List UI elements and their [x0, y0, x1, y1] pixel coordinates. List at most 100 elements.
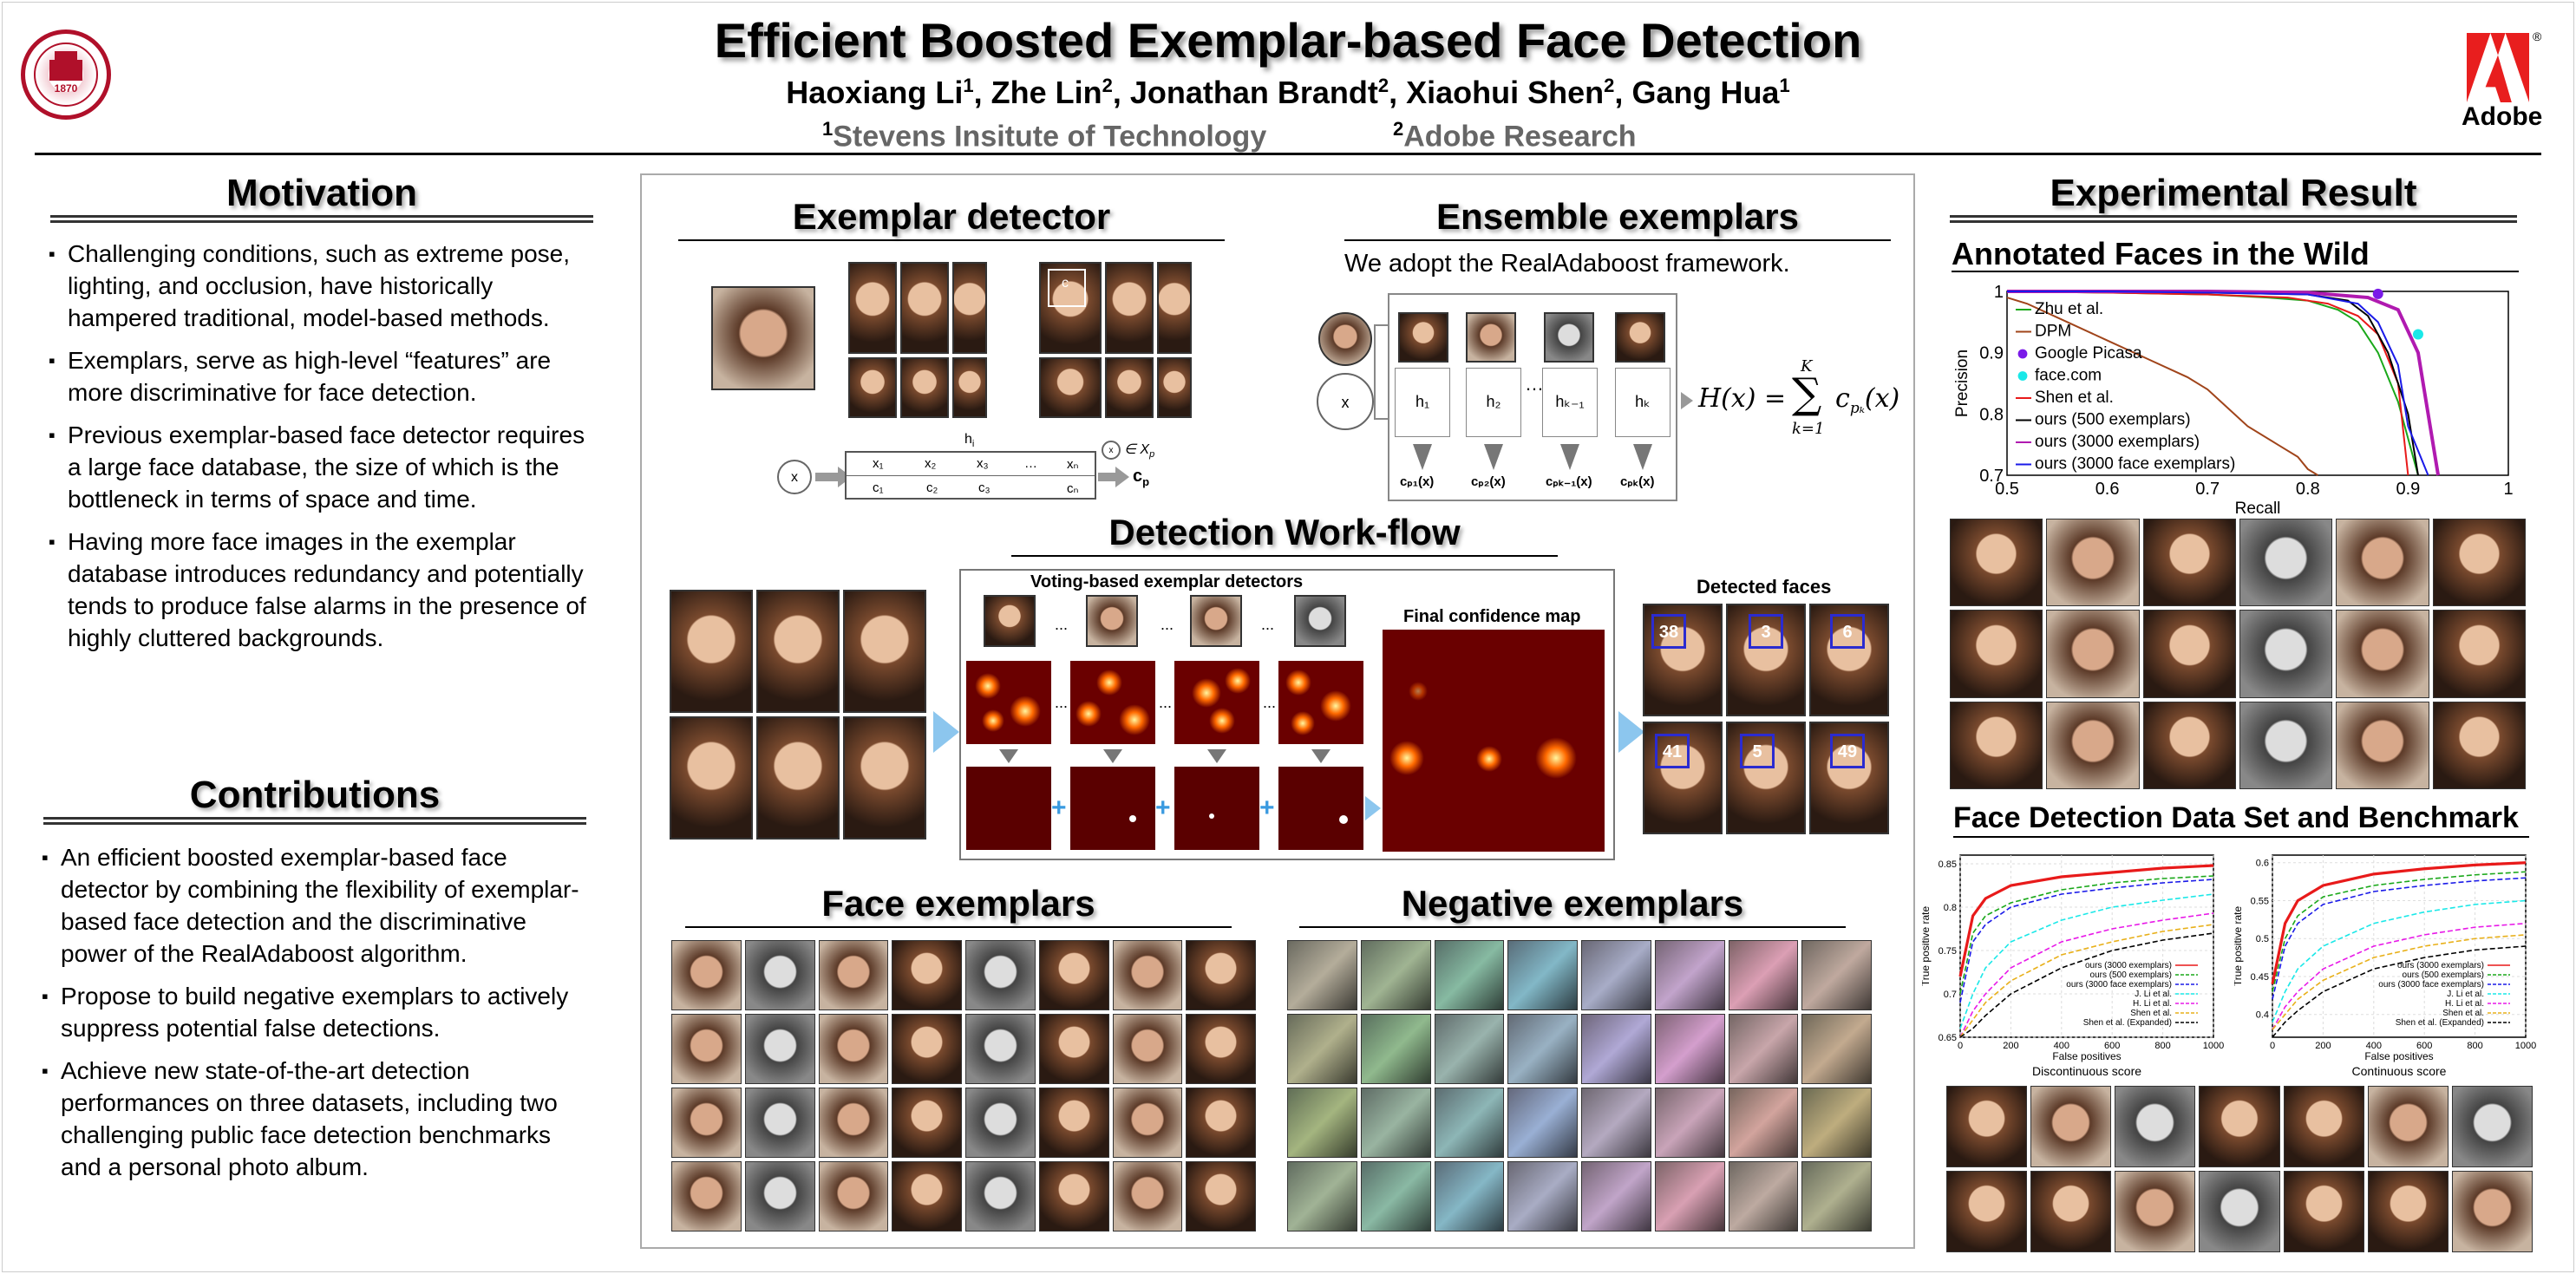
voting-map [1070, 661, 1155, 744]
afw-result-photo [2432, 701, 2526, 789]
author-name: Gang Hua [1631, 75, 1780, 110]
ensemble-input-x: x [1317, 373, 1374, 430]
negative-exemplar-image [1728, 1088, 1799, 1158]
negative-exemplar-image [1507, 1014, 1578, 1084]
fddb-result-photo [1946, 1086, 2028, 1167]
ellipsis: ... [1055, 694, 1069, 711]
fddb-result-photo [2367, 1086, 2449, 1167]
face-exemplars-grid [671, 940, 1256, 1232]
afw-result-photo [2142, 701, 2236, 789]
detection-count: 49 [1830, 734, 1865, 768]
x-tick-label: 800 [2467, 1041, 2482, 1051]
legend-entry: J. Li et al. [2447, 990, 2484, 999]
negative-exemplar-image [1728, 1161, 1799, 1232]
face-exemplar-image [892, 1088, 962, 1158]
fddb-continuous-chart: 0 200 400 600 800 1000 0.6 0.55 0.5 0.45 0.4 False … [2234, 854, 2536, 1078]
ellipsis: ... [1159, 694, 1173, 711]
face-exemplar-image [818, 1161, 889, 1232]
series-line [2272, 899, 2527, 1022]
afw-result-photo [2432, 610, 2526, 698]
legend-marker [2017, 349, 2028, 359]
output-cp-label: cp [1133, 467, 1150, 488]
detection-count: 5 [1740, 734, 1775, 768]
ensemble-exemplar-2 [1466, 312, 1516, 363]
face-exemplar-image [965, 940, 1036, 1010]
y-tick-label: 0.5 [2256, 934, 2269, 944]
voting-map [966, 661, 1051, 744]
legend-entry: Shen et al. [2442, 1009, 2484, 1018]
x-tick-label: 0.7 [2195, 480, 2220, 499]
bin-output-label: cₙ [1067, 481, 1079, 496]
face-exemplar-image [892, 1161, 962, 1232]
lookup-table-box: x₁ x₂ x₃ … xₙ c₁ c₂ c₃ cₙ [845, 451, 1096, 500]
results-rule [1950, 215, 2517, 223]
x-tick-label: 400 [2366, 1041, 2382, 1051]
negative-exemplar-image [1581, 940, 1651, 1010]
section-underline [1299, 926, 1846, 928]
face-exemplar-image [1112, 1014, 1183, 1084]
afw-result-photo [1950, 519, 2043, 607]
afw-result-photo [2336, 519, 2429, 607]
negative-exemplar-image [1360, 1088, 1431, 1158]
motivation-title: Motivation [226, 172, 417, 214]
flow-arrow-head [1681, 392, 1693, 409]
flow-arrow [815, 473, 841, 481]
legend-entry: Shen et al. [2130, 1009, 2172, 1018]
face-exemplar-image [1112, 1161, 1183, 1232]
final-map-title: Final confidence map [1403, 607, 1581, 626]
stevens-seal: 1870 [21, 29, 111, 120]
face-exemplar-image [1186, 1088, 1256, 1158]
fddb-title: Face Detection Data Set and Benchmark [1953, 801, 2519, 834]
legend-entry: ours (500 exemplars) [2090, 970, 2172, 980]
negative-exemplar-image [1434, 1014, 1505, 1084]
x-tick-label: 1000 [2515, 1041, 2536, 1051]
voting-map [1174, 661, 1259, 744]
face-exemplar-image [818, 940, 889, 1010]
series-marker [2372, 288, 2383, 299]
negative-exemplar-image [1801, 1014, 1872, 1084]
legend-entry: Shen et al. (Expanded) [2083, 1018, 2172, 1028]
legend-entry: ours (3000 face exemplars) [2035, 455, 2235, 474]
detection-count: 3 [1749, 614, 1783, 649]
experimental-result-title: Experimental Result [2050, 172, 2417, 214]
afw-result-photo [2046, 701, 2140, 789]
x-tick-label: 0 [1958, 1041, 1963, 1051]
y-tick-label: 0.7 [1979, 467, 2004, 486]
afw-result-photo [1950, 610, 2043, 698]
fddb-result-photo [2115, 1086, 2196, 1167]
seal-year: 1870 [54, 82, 78, 95]
series-line [1959, 924, 2214, 1038]
negative-exemplar-image [1507, 1088, 1578, 1158]
y-tick-label: 0.75 [1939, 946, 1957, 957]
fddb-result-photo [2451, 1086, 2533, 1167]
negative-exemplar-image [1507, 940, 1578, 1010]
series-marker [2412, 329, 2423, 340]
series-line [2272, 945, 2527, 1038]
ensemble-exemplar-1 [1398, 312, 1448, 363]
list-item: Challenging conditions, such as extreme … [42, 238, 597, 334]
face-exemplar-image [965, 1014, 1036, 1084]
afw-result-photo [2239, 519, 2333, 607]
middle-panel [640, 173, 1915, 1249]
afw-result-photo [2142, 610, 2236, 698]
section-underline [1952, 271, 2519, 272]
fddb-result-photo [2030, 1171, 2112, 1252]
down-arrow [1103, 749, 1122, 763]
negative-exemplar-image [1728, 940, 1799, 1010]
afw-result-photo [2432, 519, 2526, 607]
legend-entry: ours (3000 face exemplars) [2378, 980, 2484, 990]
hi-label: hi [964, 432, 975, 450]
face-exemplar-image [1038, 1161, 1109, 1232]
membership-label: ∈ Xp [1124, 442, 1155, 461]
section-underline [1011, 555, 1558, 557]
negative-exemplar-image [1507, 1161, 1578, 1232]
voting-exemplar [1086, 595, 1138, 647]
negative-exemplar-image [1287, 1161, 1357, 1232]
legend-entry: Google Picasa [2035, 344, 2142, 363]
face-exemplar-image [965, 1161, 1036, 1232]
contributions-title: Contributions [189, 774, 441, 816]
fddb-result-photo [2115, 1171, 2196, 1252]
list-item: Achieve new state-of-the-art detection p… [35, 1055, 590, 1183]
affiliation-number: 2 [1393, 118, 1404, 140]
afw-title: Annotated Faces in the Wild [1952, 236, 2370, 271]
